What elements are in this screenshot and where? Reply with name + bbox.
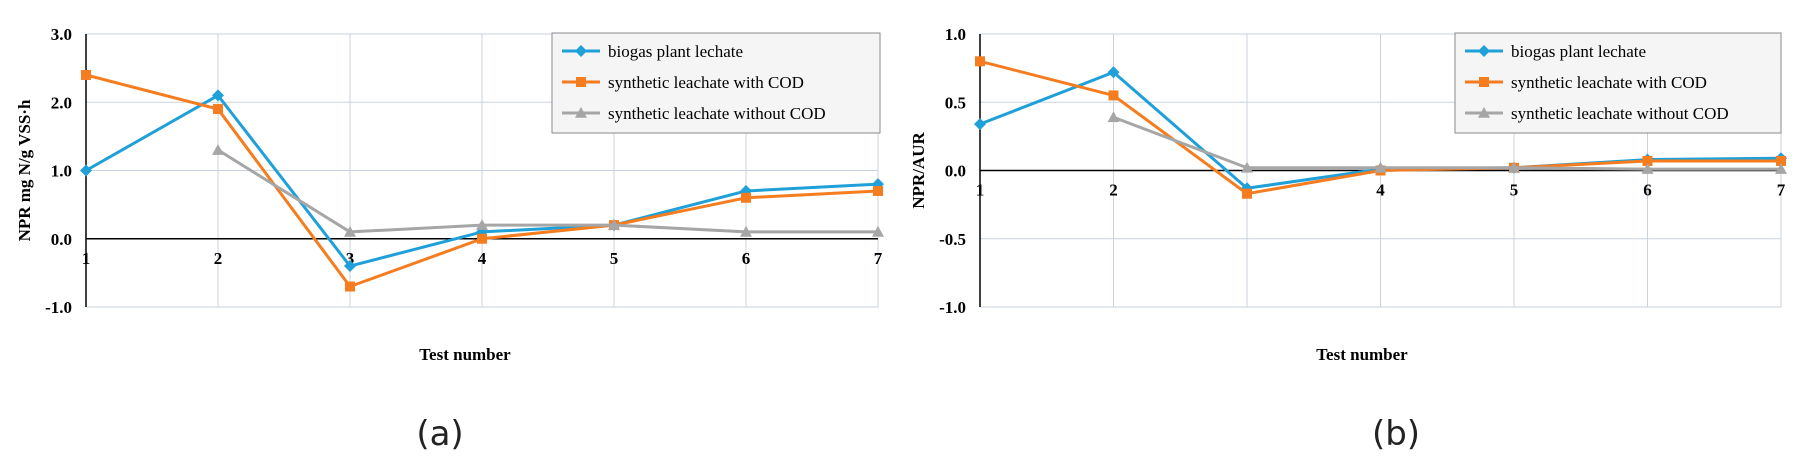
series-3	[1107, 111, 1787, 174]
data-point-triangle	[740, 225, 752, 237]
x-tick-label: 2	[1109, 181, 1118, 200]
data-point-triangle	[476, 219, 488, 230]
data-point-diamond	[1478, 45, 1490, 57]
x-tick-label: 5	[1510, 181, 1519, 200]
y-tick-label: 3.0	[51, 25, 72, 44]
x-tick-label: 2	[214, 249, 223, 268]
data-point-square	[576, 77, 586, 87]
data-point-triangle	[1641, 163, 1654, 174]
data-point-square	[1479, 77, 1489, 87]
series-line	[217, 148, 878, 234]
x-axis-title: Test number	[419, 345, 511, 364]
x-tick-label: 3	[346, 249, 355, 268]
y-tick-label: -0.5	[939, 230, 966, 249]
x-tick-label: 7	[874, 249, 883, 268]
data-point-diamond	[344, 260, 356, 273]
data-point-square	[1108, 90, 1119, 101]
y-tick-label: 1.0	[51, 162, 72, 181]
data-point-triangle	[1775, 163, 1787, 174]
data-point-square	[81, 69, 91, 80]
series-line	[1112, 115, 1781, 171]
data-point-diamond	[575, 45, 587, 57]
x-tick-label: 1	[82, 249, 91, 268]
data-point-triangle	[1478, 107, 1490, 118]
data-point-triangle	[1241, 161, 1253, 173]
x-tick-label: 1	[976, 181, 985, 200]
y-tick-label: -1.0	[45, 298, 72, 317]
panel-caption: (b)	[1372, 414, 1420, 454]
data-point-square	[345, 281, 355, 292]
data-point-square	[1776, 155, 1786, 166]
y-tick-label: 2.0	[51, 93, 72, 112]
y-tick-label: 0.0	[945, 162, 966, 181]
x-tick-label: 6	[1643, 181, 1652, 200]
series-3	[212, 144, 884, 237]
x-tick-label: 4	[1376, 181, 1385, 200]
legend-label: synthetic leachate without COD	[1511, 104, 1729, 123]
data-point-triangle	[1374, 161, 1387, 173]
data-point-triangle	[608, 219, 620, 230]
x-tick-label: 7	[1777, 181, 1786, 200]
data-point-triangle	[212, 144, 224, 155]
data-point-diamond	[212, 89, 224, 102]
legend-label: synthetic leachate without COD	[608, 104, 826, 123]
legend: biogas plant lechate synthetic leachate w…	[1454, 32, 1782, 134]
data-point-triangle	[872, 225, 884, 237]
legend-label: synthetic leachate with COD	[1511, 73, 1707, 92]
data-point-diamond	[80, 164, 92, 177]
chart-a: -1.0 0.0 1.0 2.0 3.0 1 2 3 4 5 6 7 Test number NPR mg…	[15, 25, 884, 454]
x-tick-label: 5	[610, 249, 619, 268]
y-tick-label: 1.0	[945, 25, 966, 44]
data-point-square	[975, 56, 985, 67]
x-tick-label: 4	[478, 249, 487, 268]
y-axis-title: NPR/AUR	[909, 132, 928, 209]
legend-label: biogas plant lechate	[1511, 42, 1646, 61]
data-point-square	[477, 233, 487, 244]
y-tick-label: -1.0	[939, 298, 966, 317]
panel-caption: (a)	[416, 414, 463, 454]
legend: biogas plant lechate synthetic leachate w…	[551, 32, 881, 134]
y-tick-label: 0.0	[51, 230, 72, 249]
y-axis-title: NPR mg N/g VSS·h	[15, 99, 34, 241]
x-axis-title: Test number	[1316, 345, 1408, 364]
data-point-square	[1642, 155, 1653, 166]
data-point-triangle	[575, 107, 587, 118]
y-tick-label: 0.5	[945, 93, 966, 112]
data-point-triangle	[1508, 161, 1520, 173]
legend-box	[1454, 32, 1782, 134]
data-point-square	[1242, 188, 1252, 199]
data-point-triangle	[344, 225, 356, 237]
data-point-diamond	[1107, 66, 1120, 79]
data-point-square	[741, 192, 751, 203]
legend-label: biogas plant lechate	[608, 42, 743, 61]
data-point-square	[213, 104, 223, 115]
legend-box	[551, 32, 881, 134]
data-point-diamond	[974, 118, 986, 131]
x-tick-label: 6	[742, 249, 751, 268]
data-point-triangle	[1107, 111, 1120, 123]
data-point-square	[873, 185, 883, 196]
legend-label: synthetic leachate with COD	[608, 73, 804, 92]
